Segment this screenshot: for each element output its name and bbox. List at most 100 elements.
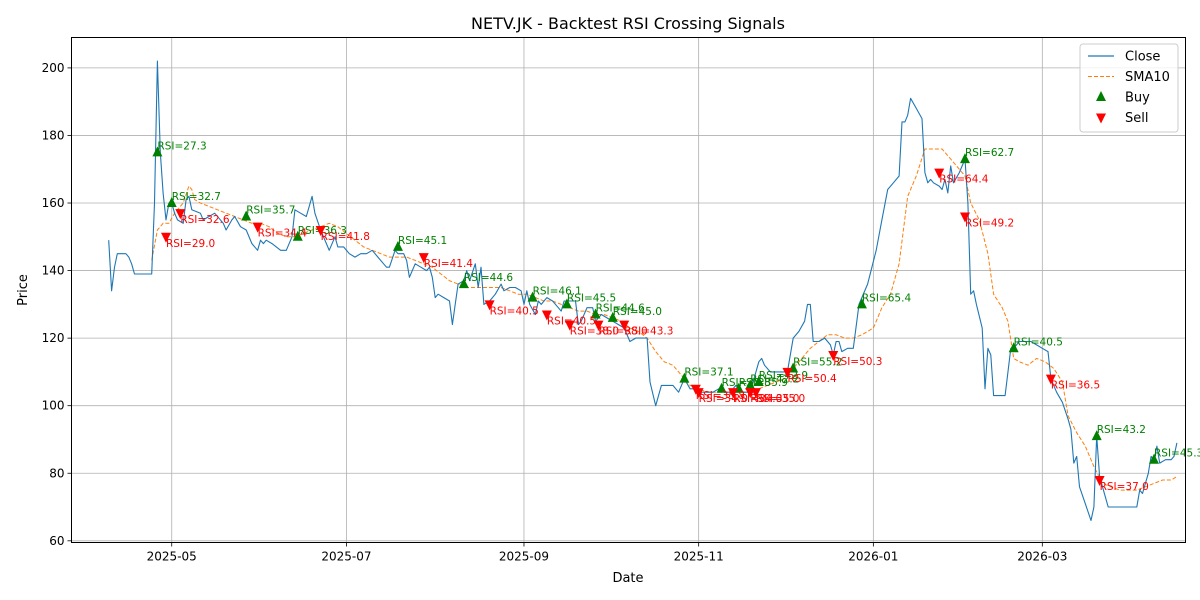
sell-rsi-label: RSI=64.4 [939,174,989,186]
buy-rsi-label: RSI=55.2 [793,357,842,369]
buy-marker [241,210,252,221]
legend-label: Sell [1125,111,1148,126]
x-tick-label: 2025-07 [321,550,371,564]
sell-rsi-label: RSI=40.5 [490,305,539,317]
sell-rsi-label: RSI=32.6 [180,214,230,226]
buy-marker [1148,453,1159,464]
buy-rsi-label: RSI=46.1 [533,286,582,298]
sell-marker [959,212,970,223]
sell-rsi-label: RSI=41.4 [424,258,474,270]
buy-marker [561,298,572,309]
buy-rsi-label: RSI=27.3 [157,140,206,152]
sell-marker [782,367,793,378]
buy-marker [959,153,970,164]
sell-rsi-label: RSI=29.0 [166,238,215,250]
buy-marker [590,308,601,319]
sell-marker [161,232,172,243]
sell-rsi-label: RSI=50.4 [787,373,837,385]
buy-rsi-label: RSI=43.2 [1097,424,1146,436]
y-tick-label: 200 [42,61,65,75]
sell-rsi-label: RSI=41.8 [321,231,370,243]
buy-marker [292,230,303,241]
sell-marker [750,388,761,399]
sell-marker [418,253,429,264]
buy-rsi-label: RSI=62.7 [965,147,1014,159]
sell-marker [1045,374,1056,385]
sell-rsi-label: RSI=43.3 [624,326,673,338]
sell-marker [593,320,604,331]
sell-marker [828,351,839,362]
sell-rsi-label: RSI=34.0 [733,393,782,405]
legend: Close SMA10 Buy Sell [1079,43,1179,133]
x-axis-label: Date [612,571,643,586]
sell-rsi-label: RSI=38.0 [598,326,647,338]
sell-rsi-label: RSI=36.5 [1051,380,1100,392]
buy-rsi-label: RSI=44.6 [464,272,514,284]
y-tick-label: 160 [42,196,65,210]
y-axis-label: Price [16,274,31,306]
buy-rsi-label: RSI=40.5 [1014,336,1063,348]
signals-layer: RSI=27.3RSI=32.7RSI=35.7RSI=36.3RSI=45.1… [152,140,1200,493]
buy-rsi-label: RSI=65.4 [862,292,912,304]
legend-label: Buy [1125,91,1150,106]
sell-rsi-label: RSI=38.0 [570,326,619,338]
legend-buy-swatch [1096,91,1106,101]
buy-marker [856,298,867,309]
buy-rsi-label: RSI=35.7 [246,205,295,217]
chart-title: NETV.JK - Backtest RSI Crossing Signals [471,14,785,33]
y-tick-label: 80 [49,466,64,480]
sell-rsi-label: RSI=35.0 [756,393,805,405]
sell-marker [564,320,575,331]
sell-rsi-label: RSI=37.0 [1100,481,1149,493]
buy-marker [716,382,727,393]
close-price-line [108,60,1178,522]
buy-marker [152,146,163,157]
buy-rsi-label: RSI=42.9 [759,370,808,382]
buy-marker [458,278,469,289]
sell-marker [728,388,739,399]
buy-rsi-label: RSI=37.1 [684,367,733,379]
buy-marker [1008,342,1019,353]
buy-marker [753,376,764,387]
y-axis: 60 80 100 120 140 160 180 200 [42,61,72,548]
sell-rsi-label: RSI=49.2 [965,218,1014,230]
buy-marker [745,379,756,390]
x-tick-label: 2025-09 [499,550,549,564]
x-tick-label: 2025-11 [674,550,724,564]
plot-area: RSI=27.3RSI=32.7RSI=35.7RSI=36.3RSI=45.1… [42,37,1200,564]
buy-marker [392,240,403,251]
sell-marker [315,226,326,237]
legend-label: Close [1125,50,1160,65]
buy-rsi-label: RSI=32.7 [172,191,221,203]
sma10-line [151,148,1178,491]
buy-rsi-label: RSI=45.3 [1154,448,1200,460]
buy-marker [607,311,618,322]
buy-rsi-label: RSI=45.5 [567,292,616,304]
y-tick-label: 100 [42,399,65,413]
sell-marker [541,310,552,321]
buy-marker [527,291,538,302]
legend-sell-swatch [1096,113,1106,124]
y-tick-label: 140 [42,264,65,278]
sell-rsi-label: RSI=34.0 [699,393,748,405]
axes-frame [71,37,1186,543]
sell-rsi-label: RSI=34.4 [258,228,308,240]
sell-marker [934,168,945,179]
buy-marker [166,197,177,208]
y-tick-label: 60 [49,534,64,548]
y-tick-label: 120 [42,331,65,345]
buy-marker [1091,430,1102,441]
x-tick-label: 2026-01 [848,550,898,564]
legend-label: SMA10 [1125,70,1170,85]
sell-rsi-label: RSI=50.3 [833,356,882,368]
sell-marker [175,209,186,220]
y-tick-label: 180 [42,128,65,142]
sell-marker [252,222,263,233]
sell-marker [1094,476,1105,487]
sell-marker [693,388,704,399]
legend-box [1079,43,1179,133]
sell-marker [484,300,495,311]
sell-rsi-label: RSI=35.0 [750,393,799,405]
series-layer [108,60,1178,522]
